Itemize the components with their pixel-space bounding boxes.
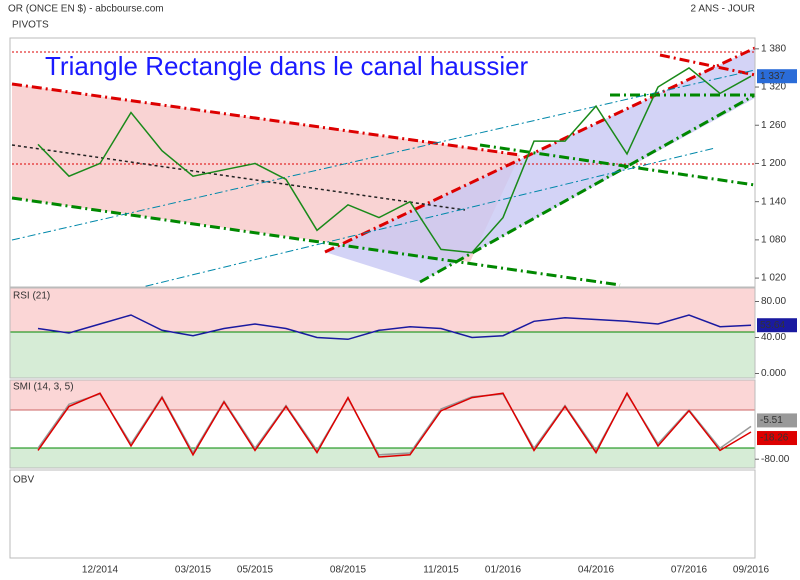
y-tick-label: 1 140 bbox=[761, 196, 786, 207]
frame bbox=[9, 469, 756, 559]
x-tick-label: 09/2016 bbox=[733, 565, 770, 576]
value-flag bbox=[757, 318, 797, 333]
period: 2 ANS - JOUR bbox=[691, 4, 755, 15]
value-flag bbox=[757, 431, 797, 446]
value-label: -18.26 bbox=[760, 433, 789, 444]
trendline bbox=[659, 53, 756, 77]
y-tick-label: 1 260 bbox=[761, 120, 786, 131]
smi-zone bbox=[10, 448, 755, 468]
value-label: 53.64 bbox=[760, 320, 785, 331]
y-tick-label: 0.000 bbox=[761, 368, 786, 379]
value-label: -5.51 bbox=[760, 415, 783, 426]
y-tick-label: 40.00 bbox=[761, 332, 786, 343]
x-tick-label: 07/2016 bbox=[671, 565, 708, 576]
trendline bbox=[419, 93, 756, 284]
frame bbox=[9, 287, 756, 379]
panel-title: OBV bbox=[13, 475, 34, 486]
rising-channel bbox=[325, 48, 755, 282]
chart-title: Triangle Rectangle dans le canal haussie… bbox=[45, 51, 529, 81]
x-tick-label: 01/2016 bbox=[485, 565, 522, 576]
panel-title: RSI (21) bbox=[13, 291, 50, 302]
x-tick-label: 11/2015 bbox=[423, 565, 459, 576]
x-tick-label: 04/2016 bbox=[578, 565, 615, 576]
rsi-zone bbox=[10, 332, 755, 378]
data-line bbox=[37, 314, 752, 341]
y-tick-label: 80.00 bbox=[761, 296, 786, 307]
y-tick-label: 1 320 bbox=[761, 82, 786, 93]
frame bbox=[9, 37, 756, 288]
data-line bbox=[37, 391, 752, 458]
frame bbox=[9, 379, 756, 469]
panel-title: SMI (14, 3, 5) bbox=[13, 382, 74, 393]
y-tick-label: 1 080 bbox=[761, 235, 786, 246]
data-line bbox=[37, 67, 752, 254]
header: OR (ONCE EN $) - abcbourse.com bbox=[8, 4, 164, 15]
indicator: PIVOTS bbox=[12, 20, 49, 31]
value-flag bbox=[757, 413, 797, 428]
rsi-zone bbox=[10, 288, 755, 332]
panel-frames bbox=[9, 37, 756, 559]
y-tick-label: 1 020 bbox=[761, 273, 786, 284]
x-tick-label: 08/2015 bbox=[330, 565, 367, 576]
value-flag bbox=[757, 69, 797, 84]
trendline bbox=[479, 143, 756, 187]
value-label: 1 337 bbox=[760, 71, 785, 82]
x-tick-label: 12/2014 bbox=[82, 565, 119, 576]
y-tick-label: -80.00 bbox=[761, 454, 790, 465]
trendline bbox=[11, 196, 621, 287]
trendline bbox=[11, 144, 466, 211]
falling-channel bbox=[12, 84, 520, 262]
x-tick-label: 03/2015 bbox=[175, 565, 212, 576]
trendline bbox=[129, 147, 716, 291]
trendline bbox=[11, 69, 756, 241]
smi-zone bbox=[10, 380, 755, 410]
y-tick-label: 1 200 bbox=[761, 158, 786, 169]
y-tick-label: 1 380 bbox=[761, 43, 786, 54]
x-tick-label: 05/2015 bbox=[237, 565, 274, 576]
